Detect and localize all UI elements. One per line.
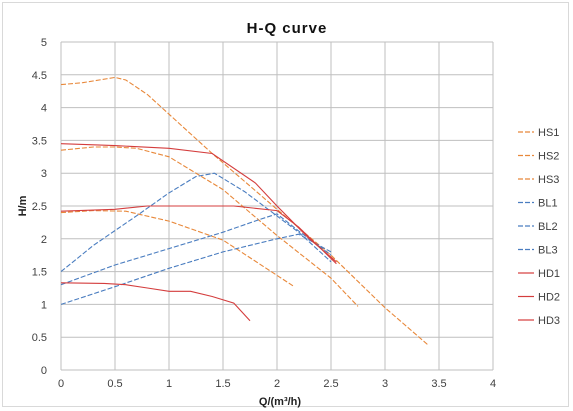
y-tick-label: 5 (41, 37, 47, 49)
y-tick-label: 1.5 (32, 267, 47, 279)
chart-frame (2, 2, 569, 407)
series-hd1-line (60, 143, 337, 263)
legend-label-bl2: BL2 (538, 221, 558, 233)
series-bl2-line (60, 213, 332, 286)
x-tick-label: 1 (166, 378, 172, 390)
series-layer (60, 76, 429, 346)
y-tick-labels: 0 0.5 1 1.5 2 2.5 3 3.5 4 4.5 5 (32, 37, 47, 377)
legend-label-bl1: BL1 (538, 198, 558, 210)
x-tick-label: 2 (274, 378, 280, 390)
series-hd3-line (60, 282, 251, 322)
series-hs2-line (60, 146, 359, 307)
y-tick-label: 3.5 (32, 135, 47, 147)
y-tick-label: 2 (41, 234, 47, 246)
legend-label-hd1: HD1 (538, 268, 560, 280)
x-axis-label: Q/(m³/h) (259, 396, 301, 408)
x-tick-labels: 0 0.5 1 1.5 2 2.5 3 3.5 4 (58, 378, 496, 390)
legend-label-hd2: HD2 (538, 292, 560, 304)
y-axis-label: H/m (17, 195, 29, 216)
y-tick-label: 4.5 (32, 70, 47, 82)
series-bl1-line (60, 172, 332, 273)
y-tick-label: 3 (41, 168, 47, 180)
y-tick-label: 2.5 (32, 201, 47, 213)
x-tick-label: 2.5 (323, 378, 338, 390)
series-hd2-line (60, 205, 337, 265)
x-tick-label: 3.5 (431, 378, 446, 390)
chart-title: H-Q curve (247, 20, 328, 37)
x-tick-label: 3 (382, 378, 388, 390)
legend-label-hd3: HD3 (538, 315, 560, 327)
grid-lines (60, 41, 494, 371)
x-tick-label: 4 (490, 378, 496, 390)
y-tick-label: 1 (41, 299, 47, 311)
series-hs3-line (60, 210, 294, 287)
y-tick-label: 0.5 (32, 332, 47, 344)
legend-label-hs3: HS3 (538, 174, 559, 186)
y-tick-label: 4 (41, 103, 47, 115)
legend-label-hs1: HS1 (538, 127, 559, 139)
x-tick-label: 1.5 (215, 378, 230, 390)
legend-label-hs2: HS2 (538, 151, 559, 163)
y-tick-label: 0 (41, 365, 47, 377)
series-bl3-line (60, 233, 332, 305)
x-tick-label: 0 (58, 378, 64, 390)
legend-label-bl3: BL3 (538, 245, 558, 257)
legend: HS1 HS2 HS3 BL1 BL2 BL3 HD1 HD2 HD3 (518, 127, 560, 327)
x-tick-label: 0.5 (107, 378, 122, 390)
series-hs1-line (60, 76, 429, 346)
